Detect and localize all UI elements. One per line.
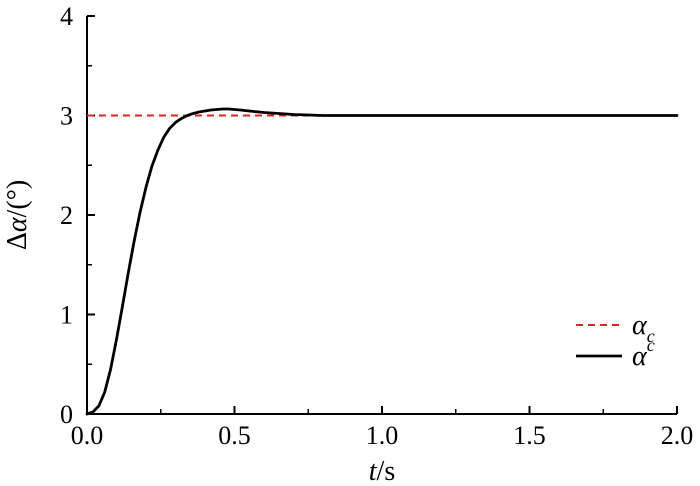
y-axis-title: Δα/(°) xyxy=(2,180,33,250)
legend-label-1-sup: c xyxy=(647,335,655,355)
x-tick-label: 1.5 xyxy=(513,421,546,450)
axes xyxy=(86,15,678,415)
legend-label-1-main: α xyxy=(632,341,648,372)
legend-label-alpha-c-solid: αc xyxy=(632,335,655,372)
x-tick-label: 1.0 xyxy=(366,421,399,450)
series-layer xyxy=(85,107,679,416)
x-axis-title-unit: /s xyxy=(377,456,396,486)
x-tick-label: 0.5 xyxy=(218,421,251,450)
y-axis-title-unit: /(°) xyxy=(2,180,33,218)
y-tick-label: 0 xyxy=(60,400,73,429)
x-axis-title-var: t xyxy=(369,456,378,486)
y-tick-label: 2 xyxy=(60,201,73,230)
x-tick-label: 2.0 xyxy=(661,421,694,450)
series-line-alpha-c-solid xyxy=(85,107,679,416)
y-axis-title-prefix: Δ xyxy=(2,232,33,250)
y-tick-label: 1 xyxy=(60,301,73,330)
y-tick-label: 4 xyxy=(60,2,73,31)
legend-label-0-sub: c xyxy=(647,326,655,346)
tick-labels: 0.0 0.5 1.0 1.5 2.0 0 1 2 3 4 xyxy=(60,2,693,450)
x-axis-title: t/s xyxy=(369,456,395,486)
y-tick-label: 3 xyxy=(60,102,73,131)
y-axis-title-var: α xyxy=(2,216,33,232)
x-tick-label: 0.0 xyxy=(71,421,104,450)
legend: αc αc xyxy=(576,310,655,372)
legend-label-0-main: α xyxy=(632,310,648,341)
legend-label-alpha-c-dashed: αc xyxy=(632,310,655,346)
